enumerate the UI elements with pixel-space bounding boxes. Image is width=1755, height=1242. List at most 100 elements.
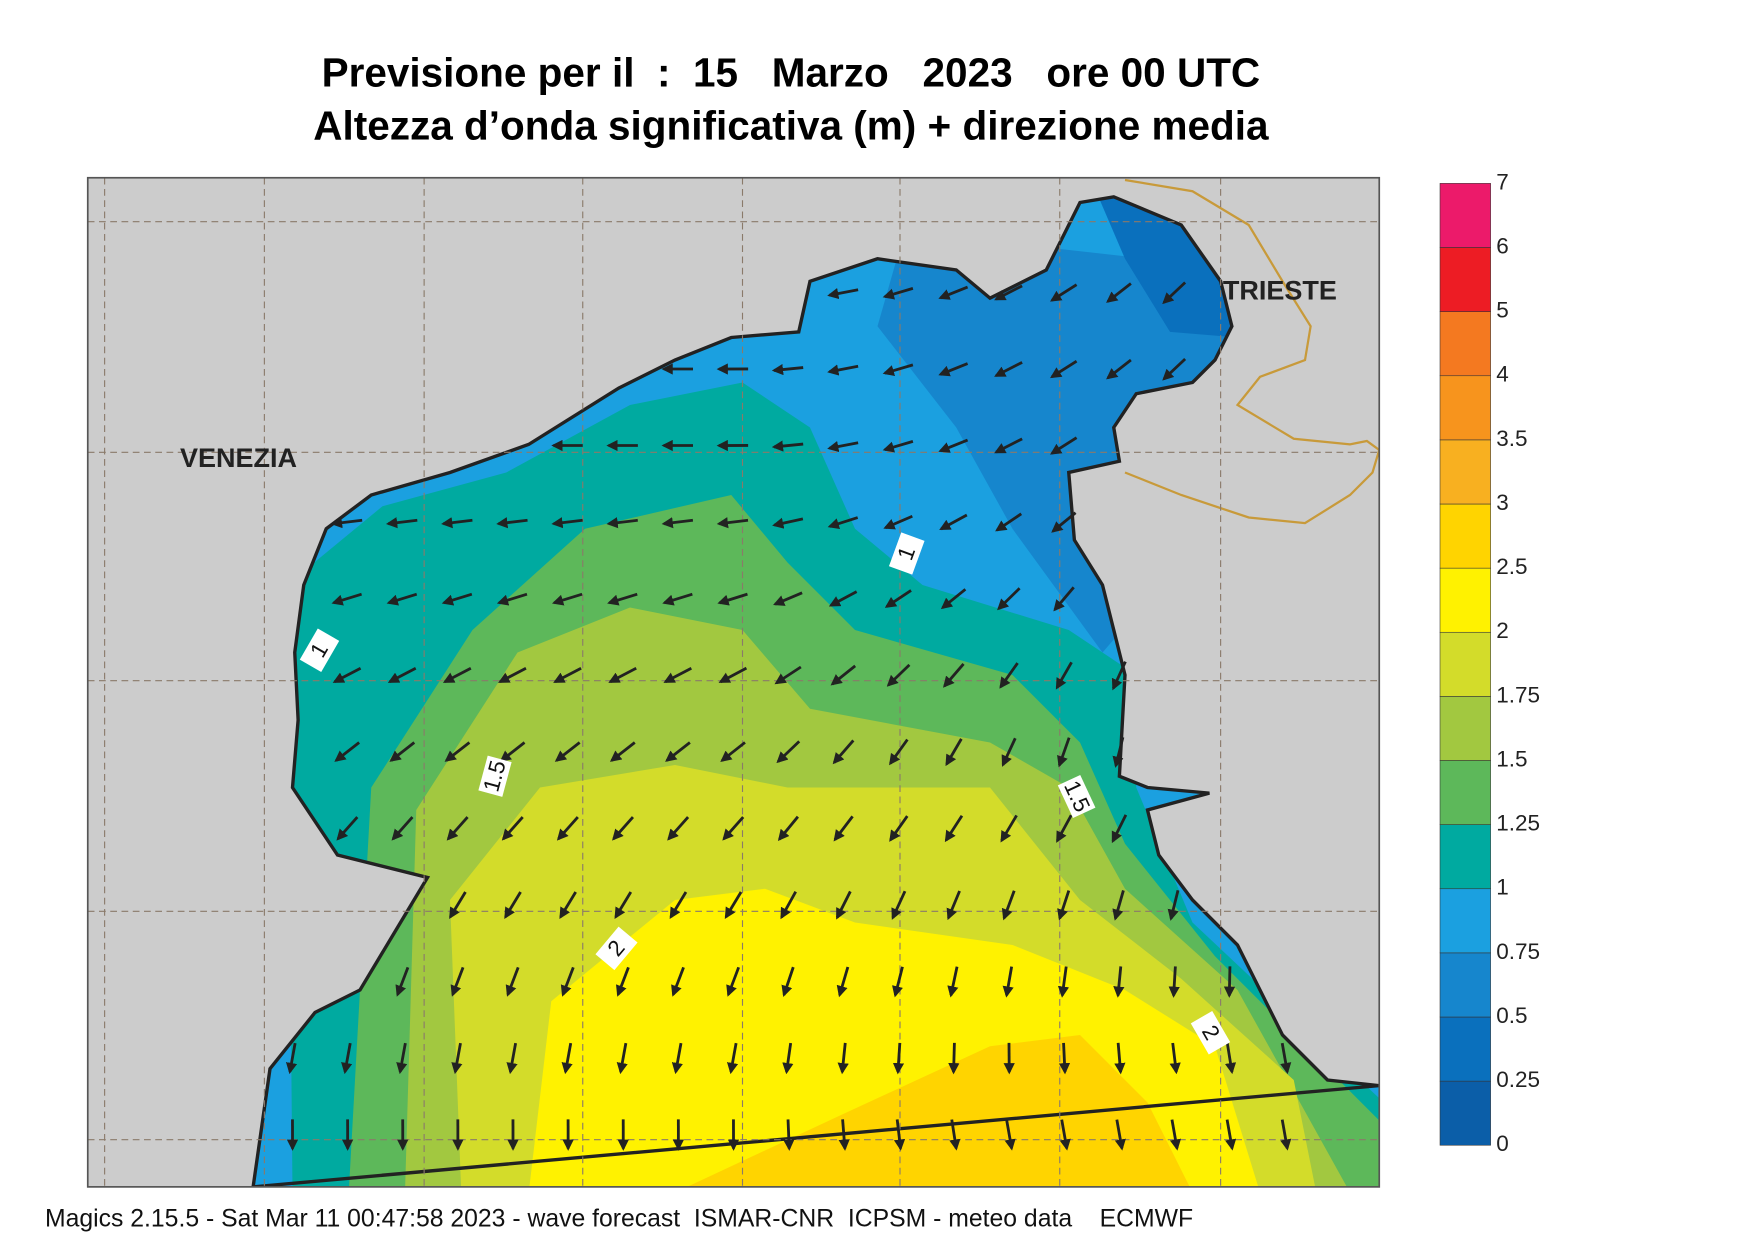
arrow (1167, 889, 1180, 921)
arrow (938, 285, 969, 300)
colorbar-band (1439, 888, 1491, 954)
colorbar-band (1439, 567, 1491, 633)
arrow (506, 1042, 518, 1075)
arrow (883, 514, 913, 530)
label-box (888, 532, 925, 575)
colorbar-tick: 5 (1496, 298, 1509, 323)
arrow (1004, 1119, 1016, 1151)
colorbar-band (1439, 631, 1491, 697)
arrow (616, 1042, 628, 1075)
arrow (771, 363, 804, 376)
arrow (446, 816, 469, 841)
arrow (1111, 661, 1127, 691)
arrow (1169, 1119, 1182, 1151)
arrow (498, 666, 527, 684)
arrow (836, 966, 850, 998)
arrow (837, 1042, 849, 1075)
arrow (1050, 359, 1078, 379)
arrow (832, 739, 855, 765)
colorbar-band (1439, 1016, 1491, 1082)
colorbar-band (1439, 439, 1491, 505)
arrow (554, 741, 581, 762)
arrow (716, 517, 749, 529)
arrow (946, 890, 961, 921)
arrow (945, 738, 963, 767)
subtitle: Altezza d’onda significativa (m) + direz… (313, 103, 1269, 149)
label-box (299, 628, 340, 673)
arrow (948, 1042, 960, 1075)
border (1124, 178, 1380, 525)
colorbar-tick: 1.75 (1496, 682, 1540, 707)
arrow (726, 1042, 739, 1075)
arrow (444, 741, 471, 762)
arrow (336, 816, 359, 841)
arrow (334, 741, 361, 762)
arrow (671, 1042, 683, 1075)
colorbar-tick: 0.25 (1496, 1067, 1540, 1092)
arrow (838, 1119, 850, 1151)
arrow (504, 891, 522, 919)
arrow (1057, 737, 1071, 768)
colorbar-tick: 3 (1496, 490, 1509, 515)
arrow (332, 666, 362, 684)
arrow (1057, 966, 1070, 998)
arrow (441, 592, 473, 606)
arrow (391, 816, 414, 841)
arrow (882, 287, 914, 300)
arrow (1112, 736, 1125, 768)
colorbar-tick: 6 (1496, 233, 1509, 258)
arrow (1106, 358, 1132, 380)
arrow (442, 666, 472, 684)
arrow (938, 362, 969, 377)
arrow (882, 363, 914, 376)
arrow (783, 1119, 795, 1151)
arrow (997, 587, 1021, 611)
arrow (827, 364, 859, 376)
arrow (671, 966, 685, 997)
coastline (251, 195, 1380, 1187)
arrow (827, 516, 859, 530)
colorbar-band (1439, 696, 1491, 761)
footer: Magics 2.15.5 - Sat Mar 11 00:47:58 2023… (45, 1205, 1193, 1232)
arrow (949, 1119, 961, 1151)
arrow (665, 741, 691, 762)
arrow (1106, 282, 1132, 303)
arrow (661, 517, 694, 529)
arrow (776, 740, 801, 764)
arrow (612, 816, 635, 841)
colorbar-band (1439, 375, 1491, 441)
map-frame (86, 176, 1381, 1188)
arrow (496, 517, 528, 529)
colorbar-tick: 1.5 (1496, 746, 1527, 771)
arrow (614, 891, 633, 919)
colorbar-band (1439, 760, 1491, 825)
arrow (285, 1042, 298, 1075)
arrow (389, 741, 416, 762)
arrow (833, 815, 854, 842)
arrow (608, 666, 637, 684)
arrow (720, 741, 746, 762)
arrow (944, 814, 964, 843)
colorbar-band (1439, 311, 1491, 377)
colorbar-band (1439, 503, 1491, 569)
colorbar-band (1439, 1080, 1491, 1146)
arrow (669, 891, 688, 919)
arrow (552, 592, 583, 606)
arrow (835, 890, 852, 920)
colorbar-tick: 1 (1496, 875, 1509, 900)
label-box (1057, 774, 1096, 819)
arrow (1162, 357, 1187, 381)
arrow (386, 592, 418, 606)
arrow (1051, 511, 1077, 533)
label-box (1190, 1010, 1231, 1055)
arrow (828, 590, 858, 607)
arrow (667, 816, 690, 841)
arrow (1001, 890, 1016, 921)
arrow (995, 512, 1023, 532)
colorbar-tick: 0.5 (1496, 1003, 1527, 1028)
arrow (662, 592, 693, 606)
arrow (891, 890, 907, 920)
arrow (556, 816, 579, 841)
